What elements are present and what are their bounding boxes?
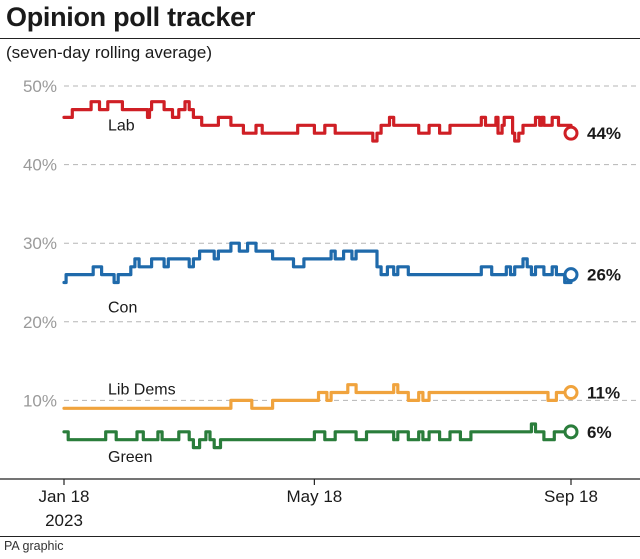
series-label-con: Con bbox=[108, 300, 137, 317]
y-axis-ticks: 10% 20% 30% 40% 50% bbox=[23, 77, 57, 410]
x-tick-label-2: Sep 18 bbox=[544, 487, 598, 506]
end-value-lab: 44% bbox=[587, 124, 621, 143]
series-line-green bbox=[62, 422, 573, 450]
y-tick-label-20: 20% bbox=[23, 313, 57, 332]
y-tick-label-50: 50% bbox=[23, 77, 57, 96]
series-label-lib-dems: Lib Dems bbox=[108, 381, 176, 398]
chart-title: Opinion poll tracker bbox=[6, 2, 256, 32]
x-tick-sublabel-0: 2023 bbox=[45, 511, 83, 530]
end-value-green: 6% bbox=[587, 423, 612, 442]
series-group: 44% Lab 26% Con 11% Lib Dems 6% Green bbox=[62, 100, 621, 466]
end-value-con: 26% bbox=[587, 266, 621, 285]
end-marker-con bbox=[563, 267, 579, 283]
grid-lines bbox=[64, 85, 640, 401]
chart-subtitle: (seven-day rolling average) bbox=[6, 43, 212, 62]
title-rule bbox=[0, 38, 640, 39]
source-credit: PA graphic bbox=[4, 539, 64, 553]
series-label-green: Green bbox=[108, 449, 152, 466]
y-tick-label-10: 10% bbox=[23, 391, 57, 410]
y-tick-label-30: 30% bbox=[23, 234, 57, 253]
end-marker-lab bbox=[563, 125, 579, 141]
end-value-lib-dems: 11% bbox=[587, 384, 620, 403]
series-line-con bbox=[62, 241, 573, 285]
series-label-lab: Lab bbox=[108, 117, 135, 134]
end-marker-green bbox=[563, 424, 579, 440]
end-marker-lib-dems bbox=[563, 385, 579, 401]
series-line-lab bbox=[62, 100, 573, 143]
series-line-lib-dems bbox=[62, 383, 573, 410]
x-axis: Jan 18 2023 May 18 Sep 18 bbox=[0, 478, 640, 530]
x-tick-label-0: Jan 18 bbox=[38, 487, 89, 506]
y-tick-label-40: 40% bbox=[23, 156, 57, 175]
x-tick-label-1: May 18 bbox=[286, 487, 342, 506]
footer-rule bbox=[0, 536, 640, 537]
